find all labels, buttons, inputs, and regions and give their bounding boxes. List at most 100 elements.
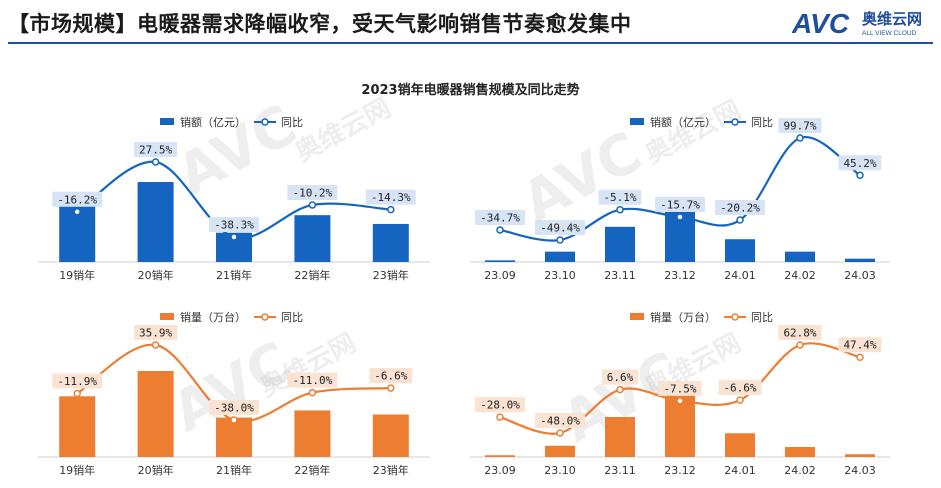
yoy-point [230,416,238,424]
data-label-bg [655,196,705,212]
legend-line-label: 同比 [751,116,773,129]
data-label-bg [535,220,585,235]
data-label-bg [52,191,103,207]
data-label: -10.2% [293,186,333,199]
chart-main-title: 2023销年电暖器销售规模及同比走势 [361,83,580,98]
data-label: -11.9% [57,375,97,388]
data-label-bg [535,413,585,428]
bar [372,414,409,457]
bar [725,239,755,262]
x-tick-label: 19销年 [59,463,95,477]
data-label-bg [475,209,525,225]
chart-monthly-sales-volume: 销量（万台） 同比 23.09 23.10 23.11 23.12 24.01 24.02 24… [470,310,890,477]
bar [59,396,96,457]
yoy-point [496,226,504,234]
data-label-bg [134,325,178,340]
data-label: 27.5% [139,144,172,157]
data-label-bg [718,380,762,396]
data-label-bg [778,118,822,133]
yoy-point [387,205,395,214]
data-label: -38.3% [214,219,254,232]
x-tick-label: 24.01 [724,464,756,477]
legend: 销量（万台） 同比 [160,310,303,324]
x-tick-label: 23.10 [544,269,576,282]
data-label: -20.2% [720,202,760,215]
yoy-point [676,213,684,221]
data-label-bg [715,200,765,216]
yoy-point [151,158,160,166]
data-label-bg [838,337,882,353]
bar [137,182,174,262]
data-label-bg [598,189,642,205]
x-tick-label: 20销年 [138,463,174,477]
bar [545,251,575,262]
data-label-bg [658,380,702,396]
data-label: -5.1% [603,191,636,204]
data-label: -49.4% [540,222,580,235]
yoy-point [616,205,624,214]
bar [485,455,515,457]
x-tick-label: 22销年 [294,268,330,282]
chart-monthly-sales-value: 销额（亿元） 同比 23.09 23.10 23.11 23.12 24.01 24.02 24… [470,115,890,282]
data-label: 35.9% [139,327,172,340]
yoy-point [308,201,317,209]
legend-line-marker [731,118,739,126]
bar [216,417,252,457]
yoy-point [736,396,744,404]
yoy-point [151,341,160,349]
data-label: 45.2% [843,157,876,170]
legend-bar-label: 销额（亿元） [650,115,716,129]
bar [137,371,174,457]
data-label-bg [838,155,882,171]
data-label-bg [365,189,416,205]
yoy-point [230,233,238,241]
chart-annual-sales-value: 销额（亿元） 同比 19销年 20销年 21销年 22销年 23销年 -16.2% 27.5% -… [38,115,430,282]
legend-line-label: 同比 [281,116,303,129]
data-label: -16.2% [57,193,97,206]
legend-line-label: 同比 [751,311,773,324]
x-tick-label: 24.02 [784,269,816,282]
data-label: -34.7% [480,211,520,224]
data-label-bg [475,397,525,413]
bar [372,223,409,262]
yoy-point [556,429,564,437]
x-tick-label: 23.12 [664,464,696,477]
legend-line-label: 同比 [281,311,303,324]
data-label: -6.6% [374,370,407,383]
data-label: 47.4% [843,339,876,352]
data-label-bg [778,325,822,340]
x-tick-label: 21销年 [216,463,252,477]
yoy-point [796,341,804,349]
data-label: -48.0% [540,415,580,428]
bar [845,454,875,457]
x-tick-label: 20销年 [138,268,174,282]
avc-logo: AVC 奥维云网 ALL VIEW CLOUD [792,8,922,39]
legend: 销额（亿元） 同比 [630,115,773,129]
yoy-line [76,160,391,240]
x-tick-label: 23.10 [544,464,576,477]
bar [605,417,635,457]
x-tick-label: 19销年 [59,268,95,282]
legend-bar-swatch [160,313,174,320]
yoy-point [556,236,564,244]
legend-bar-swatch [160,118,174,125]
data-label: -6.6% [723,382,756,395]
page-title: 【市场规模】电暖器需求降幅收窄，受天气影响销售节奏愈发集中 [8,12,632,36]
data-label-bg [52,373,103,389]
yoy-point [796,134,804,142]
yoy-point [856,353,864,361]
x-tick-label: 24.03 [844,269,876,282]
yoy-point [736,216,744,224]
x-tick-label: 23.12 [664,269,696,282]
data-label: -14.3% [371,191,411,204]
header-rule [8,42,933,44]
data-label: -38.0% [214,402,254,415]
x-tick-label: 23.09 [484,269,516,282]
legend-bar-label: 销量（万台） [180,310,246,324]
yoy-point [73,389,81,398]
legend-line-marker [261,118,269,126]
legend-bar-label: 销额（亿元） [180,115,246,129]
logo-cn: 奥维云网 [862,10,922,28]
bar [785,251,815,262]
legend-bar-label: 销量（万台） [650,310,716,324]
